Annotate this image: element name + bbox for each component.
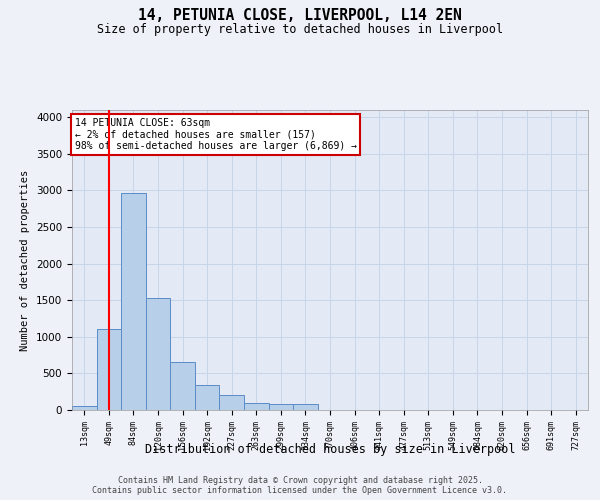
Bar — [195, 385, 220, 410]
Bar — [97, 329, 121, 410]
Bar — [244, 403, 269, 410]
Text: 14, PETUNIA CLOSE, LIVERPOOL, L14 2EN: 14, PETUNIA CLOSE, LIVERPOOL, L14 2EN — [138, 8, 462, 22]
Bar — [170, 362, 195, 410]
Text: Distribution of detached houses by size in Liverpool: Distribution of detached houses by size … — [145, 442, 515, 456]
Bar — [269, 404, 293, 410]
Bar — [146, 298, 170, 410]
Bar — [121, 192, 146, 410]
Bar — [220, 396, 244, 410]
Y-axis label: Number of detached properties: Number of detached properties — [20, 170, 31, 350]
Bar — [72, 406, 97, 410]
Bar — [293, 404, 318, 410]
Text: Contains HM Land Registry data © Crown copyright and database right 2025.
Contai: Contains HM Land Registry data © Crown c… — [92, 476, 508, 495]
Text: 14 PETUNIA CLOSE: 63sqm
← 2% of detached houses are smaller (157)
98% of semi-de: 14 PETUNIA CLOSE: 63sqm ← 2% of detached… — [74, 118, 356, 150]
Text: Size of property relative to detached houses in Liverpool: Size of property relative to detached ho… — [97, 22, 503, 36]
